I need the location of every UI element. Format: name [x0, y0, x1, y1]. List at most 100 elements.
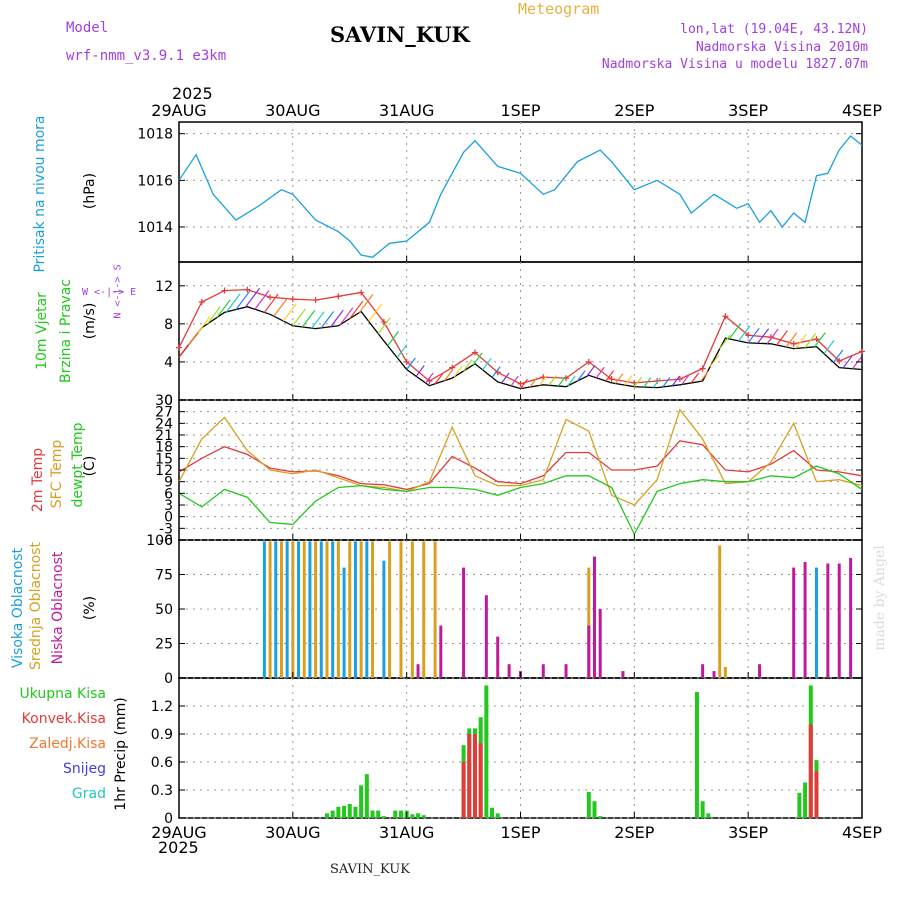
- wind-arrow: [766, 328, 779, 345]
- wind-arrow: [747, 327, 760, 344]
- bar-ukupna-kisa: [694, 692, 699, 818]
- x-tick-label: 30AUG: [265, 101, 320, 120]
- wind-arrow: [833, 349, 844, 363]
- bar-ukupna-kisa: [370, 810, 375, 818]
- wind-arrow: [491, 366, 501, 378]
- y-tick-label: 0: [164, 393, 173, 409]
- bar-niska-oblacnost: [592, 556, 596, 678]
- bar-ukupna-kisa: [347, 804, 352, 818]
- bar-ukupna-kisa: [393, 810, 398, 818]
- y-tick-label: 0: [164, 811, 173, 827]
- wind-arrow: [852, 356, 862, 370]
- series-line-pritisak-na-nivou-mora: [178, 135, 863, 258]
- y-tick-label: 8: [164, 317, 173, 333]
- bar-niska-oblacnost: [803, 562, 807, 678]
- gust-marker: [813, 336, 820, 343]
- bar-visoka-oblacnost: [285, 541, 289, 678]
- bar-ukupna-kisa: [324, 813, 329, 818]
- x-tick-label: 4SEP: [842, 101, 882, 120]
- bar-niska-oblacnost: [849, 557, 853, 678]
- bar-ukupna-kisa: [586, 791, 591, 818]
- wind-arrow: [396, 344, 408, 359]
- wind-arrow: [472, 352, 483, 366]
- wind-arrow: [188, 330, 200, 346]
- product-label: Meteogram: [518, 0, 600, 18]
- x-tick-label: 29AUG: [151, 823, 206, 842]
- temp-unit: (C): [82, 455, 98, 477]
- wind-arrow: [776, 330, 788, 346]
- wind-arrow: [671, 375, 681, 387]
- bar-niska-oblacnost: [439, 625, 443, 678]
- bar-ukupna-kisa: [495, 813, 500, 818]
- bar-niska-oblacnost: [701, 664, 705, 678]
- wind-arrow: [406, 357, 416, 370]
- wind-arrow: [576, 370, 586, 382]
- wind-arrow: [842, 355, 853, 369]
- bar-ukupna-kisa: [410, 814, 415, 818]
- gust-marker: [859, 348, 865, 355]
- x-tick-label: 2SEP: [614, 823, 654, 842]
- wind-arrow: [292, 308, 306, 327]
- wind-arrow: [263, 293, 279, 313]
- wind-arrow: [377, 317, 391, 334]
- bar-niska-oblacnost: [837, 563, 841, 678]
- wind-arrow: [595, 366, 605, 379]
- bar-konvek.kisa: [461, 762, 466, 818]
- pressure-unit: (hPa): [82, 172, 98, 210]
- wind-arrow: [728, 323, 742, 340]
- sfc-temp-label: SFC Temp: [49, 439, 65, 509]
- bar-ukupna-kisa: [336, 806, 341, 818]
- wind-arrow: [709, 354, 720, 368]
- wind-arrow: [804, 333, 817, 349]
- wind-arrow: [757, 328, 770, 344]
- y-tick-label: 1016: [137, 173, 173, 189]
- wind-arrow: [197, 316, 211, 333]
- gust-marker: [631, 379, 638, 386]
- mid-cloud-label: Srednja Oblacnost: [28, 542, 44, 670]
- wind-arrow: [273, 298, 288, 317]
- bar-srednja-oblacnost: [371, 541, 375, 678]
- gust-marker: [790, 340, 797, 347]
- wind-arrow: [444, 370, 453, 382]
- bar-srednja-oblacnost: [359, 541, 363, 678]
- wind-arrow: [339, 307, 354, 325]
- year-bottom: 2025: [158, 838, 199, 857]
- bar-niska-oblacnost: [621, 671, 625, 678]
- bar-visoka-oblacnost: [297, 541, 301, 678]
- wind-label-2: Brzina i Pravac: [58, 279, 74, 383]
- wind-arrow: [690, 372, 700, 384]
- y-tick-label: 50: [155, 602, 173, 618]
- wind-arrow: [415, 365, 425, 377]
- bar-visoka-oblacnost: [308, 541, 312, 678]
- wind-arrow: [520, 378, 528, 389]
- wind-arrow: [510, 375, 519, 387]
- bar-konvek.kisa: [808, 724, 813, 818]
- bar-srednja-oblacnost: [399, 541, 403, 678]
- bar-niska-oblacnost: [416, 664, 420, 678]
- bar-niska-oblacnost: [587, 625, 591, 678]
- gust-marker: [517, 380, 524, 387]
- wind-arrow: [567, 375, 576, 387]
- bar-srednja-oblacnost: [348, 541, 352, 678]
- bar-niska-oblacnost: [541, 664, 545, 678]
- bar-visoka-oblacnost: [319, 541, 323, 678]
- wind-arrow: [814, 332, 826, 348]
- wind-arrow: [538, 375, 548, 386]
- wind-arrow: [633, 376, 642, 388]
- wind-arrow: [178, 343, 190, 358]
- y-tick-label: 9: [164, 475, 173, 491]
- x-tick-label: 1SEP: [500, 101, 540, 120]
- y-tick-label: 0.9: [151, 727, 173, 743]
- x-tick-label: 1SEP: [500, 823, 540, 842]
- bar-ukupna-kisa: [416, 813, 421, 818]
- year-top: 2025: [172, 84, 213, 103]
- y-tick-label: 1014: [137, 220, 173, 236]
- y-tick-label: 15: [155, 451, 173, 467]
- wind-arrow: [501, 372, 510, 384]
- gust-marker: [335, 293, 342, 300]
- bar-niska-oblacnost: [712, 671, 716, 678]
- footer-station: SAVIN_KUK: [330, 862, 410, 877]
- bar-srednja-oblacnost: [718, 545, 722, 678]
- y-tick-label: -6: [159, 533, 173, 549]
- bar-niska-oblacnost: [826, 563, 830, 678]
